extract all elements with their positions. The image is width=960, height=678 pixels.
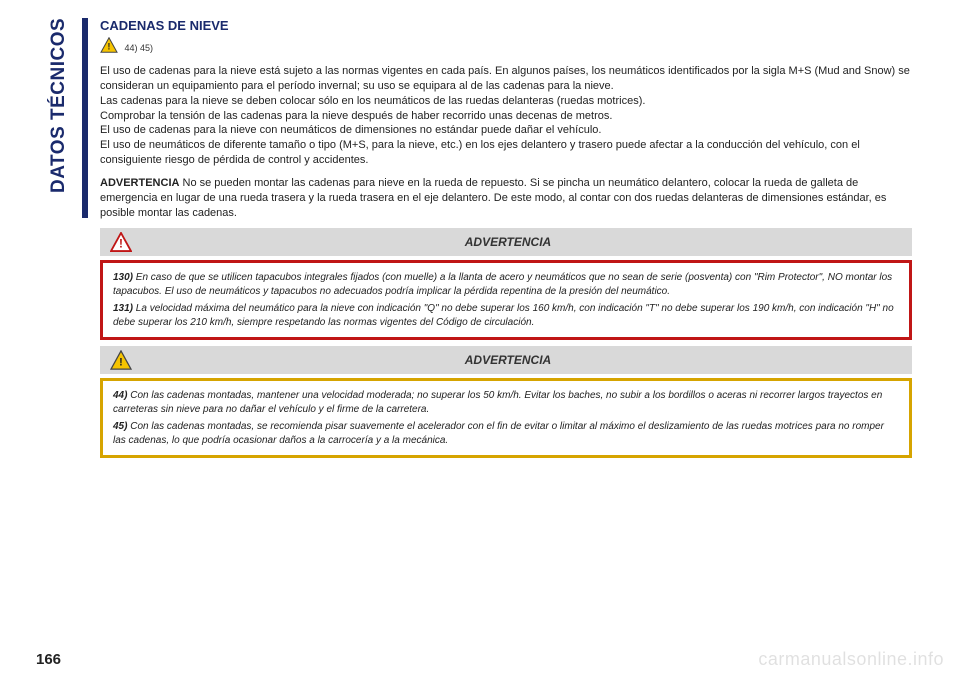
warning-icon: ! (110, 232, 132, 252)
caution-banner-yellow: ! ADVERTENCIA (100, 346, 912, 374)
watermark: carmanualsonline.info (758, 649, 944, 670)
section-heading: CADENAS DE NIEVE (100, 18, 912, 33)
caution-icon: ! (100, 37, 118, 53)
warning-item-lead: 131) (113, 303, 133, 314)
svg-text:!: ! (108, 41, 111, 51)
warning-item-lead: 130) (113, 272, 133, 283)
para-text: El uso de cadenas para la nieve está suj… (100, 65, 910, 92)
caution-item: 44) Con las cadenas montadas, mantener u… (113, 389, 899, 416)
caution-item-lead: 45) (113, 421, 127, 432)
warning-box-red: 130) En caso de que se utilicen tapacubo… (100, 260, 912, 340)
caution-item-text: Con las cadenas montadas, se recomienda … (113, 421, 884, 446)
page-content: CADENAS DE NIEVE ! 44) 45) El uso de cad… (100, 18, 912, 458)
svg-text:!: ! (119, 357, 123, 369)
warning-item-text: En caso de que se utilicen tapacubos int… (113, 272, 892, 297)
warning-item: 131) La velocidad máxima del neumático p… (113, 302, 899, 329)
section-rule (82, 18, 88, 218)
ref-icon-row: ! 44) 45) (100, 37, 912, 58)
caution-item-text: Con las cadenas montadas, mantener una v… (113, 390, 882, 415)
advert-paragraph: ADVERTENCIA No se pueden montar las cade… (100, 176, 912, 221)
body-paragraph: El uso de cadenas para la nieve está suj… (100, 64, 912, 168)
caution-banner-label: ADVERTENCIA (132, 353, 912, 367)
para-text: El uso de neumáticos de diferente tamaño… (100, 139, 860, 166)
caution-box-yellow: 44) Con las cadenas montadas, mantener u… (100, 378, 912, 458)
advert-text: No se pueden montar las cadenas para nie… (100, 177, 886, 219)
para-text: Comprobar la tensión de las cadenas para… (100, 110, 612, 122)
para-text: Las cadenas para la nieve se deben coloc… (100, 95, 645, 107)
section-tab: DATOS TÉCNICOS (48, 18, 76, 218)
advert-bold: ADVERTENCIA (100, 177, 179, 189)
warning-banner-red: ! ADVERTENCIA (100, 228, 912, 256)
caution-icon: ! (110, 350, 132, 370)
page-number: 166 (36, 651, 61, 668)
para-text: El uso de cadenas para la nieve con neum… (100, 124, 601, 136)
warning-item-text: La velocidad máxima del neumático para l… (113, 303, 894, 328)
caution-item-lead: 44) (113, 390, 127, 401)
ref-numbers: 44) 45) (124, 43, 153, 53)
warning-banner-label: ADVERTENCIA (132, 235, 912, 249)
caution-item: 45) Con las cadenas montadas, se recomie… (113, 420, 899, 447)
warning-item: 130) En caso de que se utilicen tapacubo… (113, 271, 899, 298)
svg-text:!: ! (119, 237, 123, 251)
